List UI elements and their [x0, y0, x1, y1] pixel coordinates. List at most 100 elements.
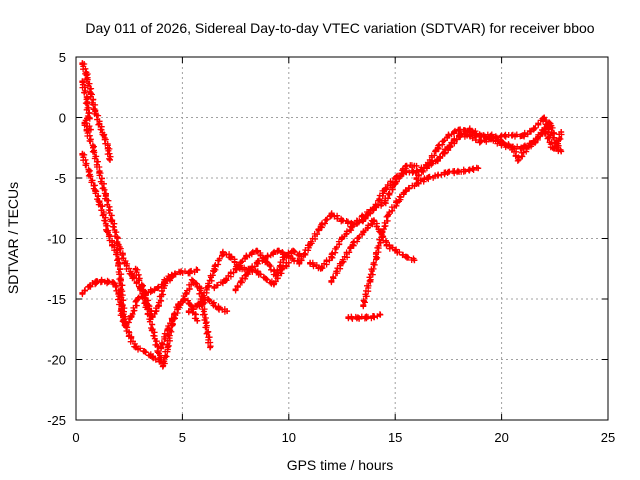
y-tick-label: -15 — [47, 292, 66, 307]
data-point — [285, 259, 292, 266]
data-point — [85, 114, 92, 121]
data-point — [509, 144, 516, 151]
data-point — [253, 247, 260, 254]
data-point — [392, 175, 399, 181]
data-point — [121, 259, 128, 266]
data-point — [202, 320, 209, 327]
x-tick-label: 10 — [282, 430, 296, 445]
data-point — [402, 168, 409, 175]
data-point — [177, 269, 184, 276]
data-point — [547, 120, 554, 127]
data-point — [456, 168, 462, 175]
data-point — [115, 259, 122, 266]
data-point — [381, 187, 388, 194]
data-point — [466, 166, 473, 173]
data-point — [111, 280, 118, 287]
data-point — [370, 314, 377, 321]
data-point — [392, 247, 399, 254]
x-axis-label: GPS time / hours — [287, 457, 394, 473]
data-point — [117, 277, 124, 284]
data-point — [113, 247, 120, 254]
data-point — [224, 308, 231, 315]
data-point — [424, 162, 431, 169]
data-point — [92, 187, 99, 194]
data-point — [349, 241, 356, 248]
data-point — [204, 296, 211, 302]
data-point — [104, 229, 111, 236]
data-point — [413, 175, 420, 181]
data-point — [381, 199, 388, 206]
data-point — [96, 199, 103, 206]
x-tick-label: 20 — [494, 430, 508, 445]
y-tick-label: -10 — [47, 232, 66, 247]
data-point — [128, 271, 135, 278]
data-series-track-17 — [434, 119, 565, 165]
data-point — [85, 168, 92, 175]
data-point — [83, 72, 90, 79]
data-point — [243, 253, 250, 260]
y-tick-label: 5 — [59, 50, 66, 65]
data-point — [498, 141, 505, 148]
data-point — [264, 259, 271, 266]
data-point — [370, 205, 377, 212]
data-point — [519, 132, 526, 139]
data-point — [383, 241, 390, 248]
data-point — [162, 277, 169, 284]
data-point — [79, 150, 86, 157]
data-point — [413, 162, 420, 169]
data-point — [445, 132, 452, 139]
data-point — [434, 156, 441, 163]
data-point — [411, 257, 418, 264]
chart-title: Day 011 of 2026, Sidereal Day-to-day VTE… — [85, 20, 594, 36]
data-point — [79, 289, 86, 296]
data-point — [509, 132, 516, 139]
data-point — [164, 344, 171, 351]
data-point — [339, 235, 345, 242]
data-point — [211, 265, 218, 272]
data-point — [379, 229, 386, 236]
data-point — [434, 172, 441, 179]
data-point — [245, 265, 252, 272]
data-point — [275, 247, 282, 254]
data-point — [151, 286, 158, 293]
data-point — [145, 302, 152, 309]
data-point — [160, 362, 167, 369]
data-point — [85, 283, 92, 290]
data-point — [466, 126, 473, 133]
data-point — [262, 275, 269, 282]
data-point — [139, 283, 145, 290]
data-point — [353, 315, 360, 322]
data-point — [121, 322, 128, 329]
data-point — [156, 302, 162, 309]
data-point — [377, 311, 384, 318]
data-point — [328, 253, 335, 260]
data-point — [360, 302, 367, 309]
data-point — [345, 314, 352, 321]
data-point — [328, 277, 335, 284]
data-point — [104, 279, 111, 286]
data-series-track-2 — [79, 78, 94, 133]
data-point — [83, 126, 90, 133]
y-tick-label: 0 — [59, 111, 66, 126]
data-point — [477, 132, 484, 139]
data-point — [541, 126, 548, 133]
data-point — [102, 193, 109, 200]
data-point — [204, 283, 211, 290]
data-point — [156, 350, 162, 357]
data-series-track-4 — [79, 274, 175, 330]
y-tick-label: -5 — [54, 171, 66, 186]
data-point — [115, 289, 122, 296]
data-point — [307, 241, 314, 248]
data-series-track-14 — [345, 311, 384, 322]
data-trace — [360, 164, 480, 310]
data-point — [360, 229, 367, 236]
data-point — [232, 265, 239, 272]
data-point — [394, 199, 401, 206]
data-point — [424, 175, 431, 181]
data-point — [558, 129, 565, 135]
data-point — [183, 289, 190, 296]
data-point — [362, 314, 369, 321]
data-point — [158, 344, 165, 351]
data-point — [92, 279, 99, 286]
